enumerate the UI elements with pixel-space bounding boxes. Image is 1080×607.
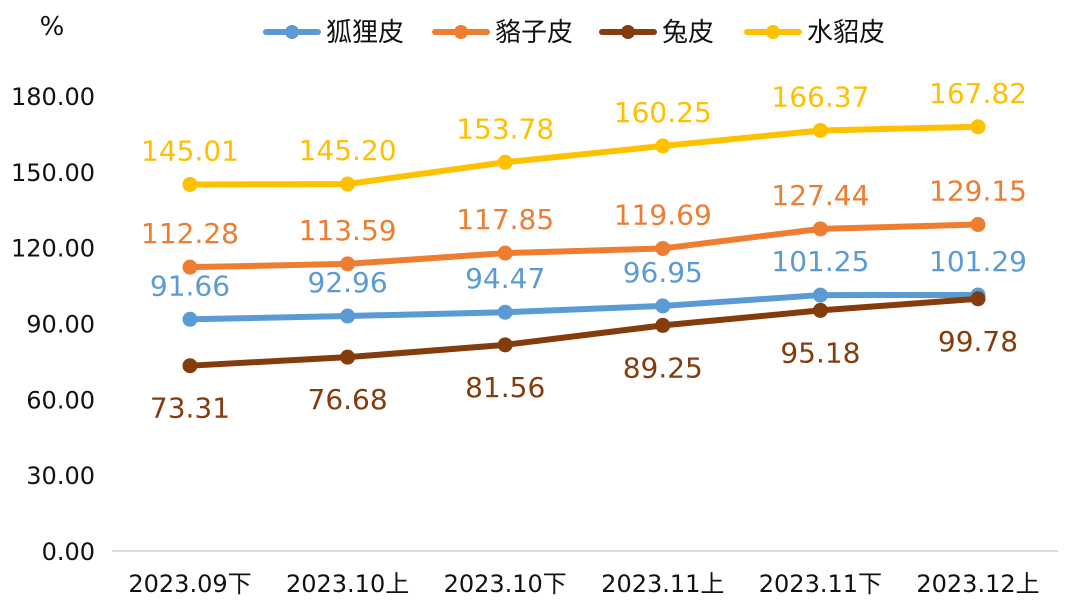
data-point (497, 154, 513, 170)
data-label: 113.59 (299, 214, 397, 247)
data-label: 95.18 (780, 336, 860, 369)
data-point (182, 176, 198, 192)
data-label: 119.69 (614, 198, 712, 231)
data-label: 92.96 (308, 266, 388, 299)
x-tick-label: 2023.10上 (286, 570, 409, 598)
series-line (187, 291, 981, 323)
data-point (655, 138, 671, 154)
data-label: 112.28 (141, 217, 239, 250)
data-point (340, 256, 356, 272)
data-point (812, 221, 828, 237)
data-label: 96.95 (623, 256, 703, 289)
x-tick-label: 2023.10下 (444, 570, 567, 598)
data-label: 117.85 (456, 203, 554, 236)
data-label: 94.47 (465, 262, 545, 295)
data-label: 167.82 (929, 77, 1027, 110)
legend-swatch-marker (454, 25, 468, 39)
data-point (970, 291, 986, 307)
x-tick-label: 2023.11上 (601, 570, 724, 598)
legend-item: 水貂皮 (744, 18, 885, 48)
data-point (655, 317, 671, 333)
data-label: 76.68 (308, 383, 388, 416)
data-label: 166.37 (771, 80, 869, 113)
legend-swatch-marker (285, 25, 299, 39)
data-label: 145.20 (299, 134, 397, 167)
legend-item: 貉子皮 (432, 18, 573, 48)
data-point (812, 302, 828, 318)
y-tick-label: 90.00 (26, 311, 95, 339)
data-point (340, 349, 356, 365)
series-line (187, 123, 981, 188)
data-point (182, 311, 198, 327)
y-axis-unit-label: % (40, 12, 65, 42)
x-tick-label: 2023.11下 (759, 570, 882, 598)
data-point (497, 245, 513, 261)
x-tick-label: 2023.09下 (128, 570, 251, 598)
legend-swatch-marker (621, 25, 635, 39)
data-label: 160.25 (614, 96, 712, 129)
data-point (970, 217, 986, 233)
data-label: 91.66 (150, 269, 230, 302)
y-axis-ticks: 0.00 30.00 60.00 90.00 120.00 150.00 180.00 (11, 83, 95, 566)
data-point (655, 298, 671, 314)
data-point (970, 119, 986, 135)
legend-swatch-marker (766, 25, 780, 39)
legend: 狐狸皮 貉子皮 兔皮 水貂皮 (263, 18, 885, 48)
data-point (497, 337, 513, 353)
y-tick-label: 180.00 (11, 83, 95, 111)
y-tick-label: 120.00 (11, 235, 95, 263)
series-lines (187, 123, 981, 369)
series-line (187, 295, 981, 369)
legend-label: 兔皮 (662, 18, 714, 48)
x-tick-label: 2023.12上 (916, 570, 1039, 598)
legend-label: 狐狸皮 (326, 18, 404, 48)
data-label: 73.31 (150, 392, 230, 425)
data-label: 145.01 (141, 134, 239, 167)
data-label: 89.25 (623, 351, 703, 384)
data-label: 101.25 (771, 245, 869, 278)
data-label: 153.78 (456, 112, 554, 145)
series-points (182, 119, 986, 374)
y-tick-label: 0.00 (42, 538, 95, 566)
legend-item: 狐狸皮 (263, 18, 404, 48)
data-label: 81.56 (465, 371, 545, 404)
data-label: 127.44 (771, 179, 869, 212)
legend-label: 水貂皮 (807, 18, 885, 48)
data-point (182, 358, 198, 374)
data-point (497, 304, 513, 320)
data-label: 101.29 (929, 245, 1027, 278)
data-label: 99.78 (938, 325, 1018, 358)
data-point (655, 240, 671, 256)
data-point (182, 259, 198, 275)
y-tick-label: 30.00 (26, 462, 95, 490)
data-label: 129.15 (929, 175, 1027, 208)
y-tick-label: 60.00 (26, 386, 95, 414)
data-point (812, 122, 828, 138)
data-labels: 91.66 92.96 94.47 96.95 101.25 101.29 112.28 11… (141, 77, 1027, 425)
data-point (340, 176, 356, 192)
y-tick-label: 150.00 (11, 159, 95, 187)
data-point (812, 287, 828, 303)
legend-label: 貉子皮 (495, 18, 573, 48)
data-point (340, 308, 356, 324)
legend-item: 兔皮 (599, 18, 714, 48)
x-axis-ticks: 2023.09下 2023.10上 2023.10下 2023.11上 2023.11下… (128, 570, 1039, 598)
series-line (187, 221, 981, 271)
